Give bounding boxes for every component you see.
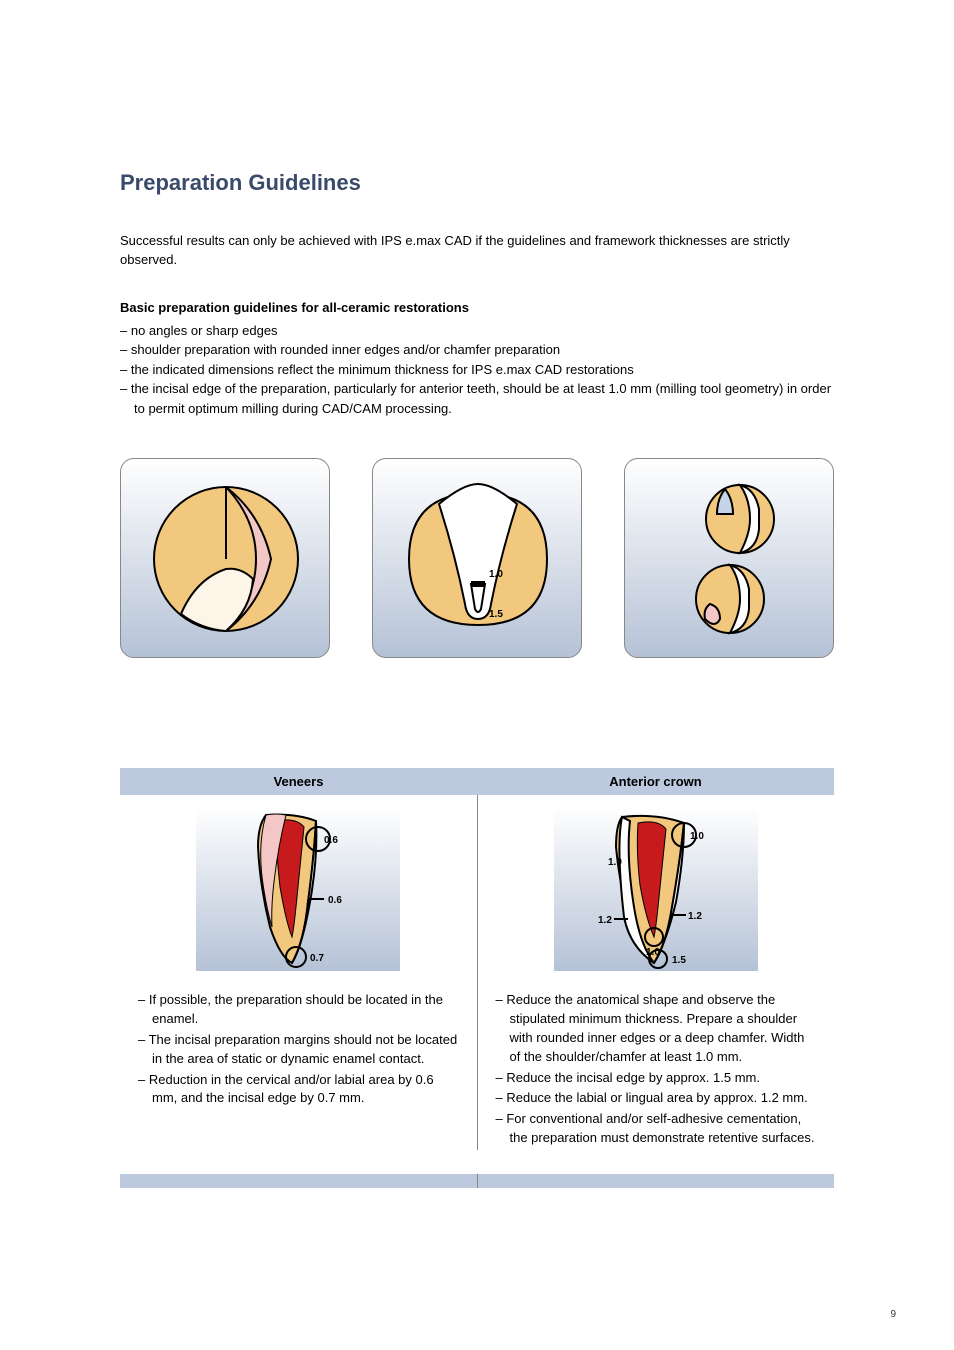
page-title: Preparation Guidelines [120,170,834,196]
measurement-label: 1.0 [608,857,622,868]
veneers-cell: 0.6 0.6 0.7 If possible, the preparation… [120,795,478,1150]
list-item: Reduction in the cervical and/or labial … [138,1071,459,1109]
list-item: For conventional and/or self-adhesive ce… [496,1110,817,1148]
column-header-veneers: Veneers [120,768,477,795]
table-footer-bar [120,1174,834,1188]
measurement-label: 0.7 [310,953,324,964]
diagram-panel-2: 1.0 1.5 [372,458,582,658]
list-item: Reduce the labial or lingual area by app… [496,1089,817,1108]
diagram-row: 1.0 1.5 [120,458,834,658]
list-item: Reduce the incisal edge by approx. 1.5 m… [496,1069,817,1088]
anterior-cell: 1.0 1.0 1.2 1.0 1.2 1.5 Reduce the anato… [478,795,835,1150]
footer-cell [120,1174,478,1188]
veneers-diagram: 0.6 0.6 0.7 [196,807,400,971]
measurement-label: 1.5 [489,609,503,620]
measurement-label: 1.0 [489,569,503,580]
list-item: the indicated dimensions reflect the min… [120,360,834,380]
veneers-list: If possible, the preparation should be l… [138,991,459,1108]
list-item: Reduce the anatomical shape and observe … [496,991,817,1066]
measurement-label: 0.6 [324,835,338,846]
table-header-row: Veneers Anterior crown [120,768,834,795]
measurement-label: 0.6 [328,895,342,906]
anterior-list: Reduce the anatomical shape and observe … [496,991,817,1148]
basic-guidelines-list: no angles or sharp edges shoulder prepar… [120,321,834,419]
list-item: the incisal edge of the preparation, par… [120,379,834,418]
list-item: shoulder preparation with rounded inner … [120,340,834,360]
page-number: 9 [890,1309,896,1320]
measurement-label: 1.5 [672,955,686,966]
measurement-label: 1.2 [688,911,702,922]
list-item: If possible, the preparation should be l… [138,991,459,1029]
footer-cell [478,1174,835,1188]
measurement-label: 1.0 [690,831,704,842]
basic-guidelines-heading: Basic preparation guidelines for all-cer… [120,300,834,315]
list-item: The incisal preparation margins should n… [138,1031,459,1069]
diagram-panel-3 [624,458,834,658]
measurement-label: 1.2 [598,915,612,926]
guidelines-table: Veneers Anterior crown 0.6 0.6 0.7 [120,768,834,1188]
intro-paragraph: Successful results can only be achieved … [120,232,834,270]
diagram-panel-1 [120,458,330,658]
anterior-diagram: 1.0 1.0 1.2 1.0 1.2 1.5 [554,807,758,971]
list-item: no angles or sharp edges [120,321,834,341]
column-header-anterior: Anterior crown [477,768,834,795]
